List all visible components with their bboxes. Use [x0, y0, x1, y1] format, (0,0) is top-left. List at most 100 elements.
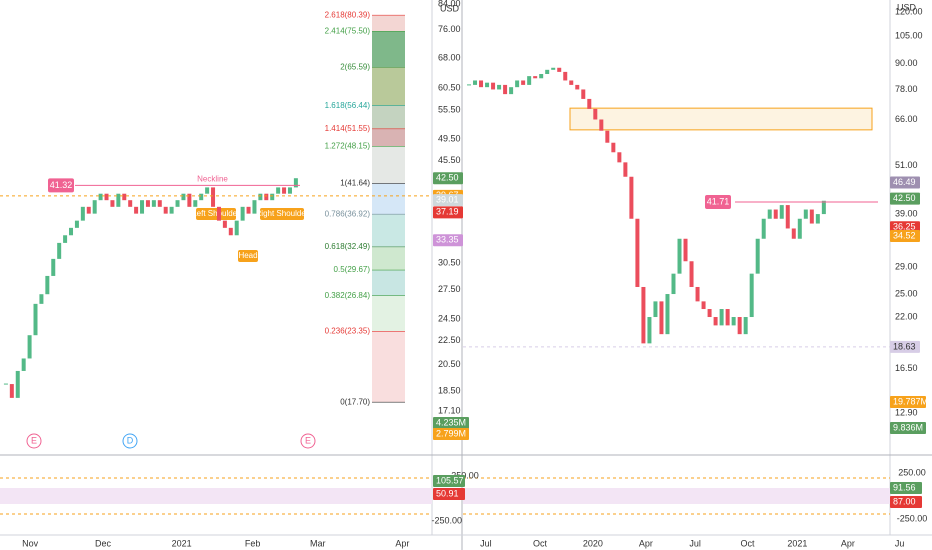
x-tick-label: Feb [245, 538, 261, 548]
candle [3, 383, 8, 385]
candle [611, 142, 616, 153]
osc-tick-label: -250.00 [431, 515, 462, 525]
candle [785, 205, 790, 229]
candle [140, 200, 145, 214]
y-tick-label: 17.10 [438, 405, 461, 415]
candle [69, 227, 74, 236]
candle [211, 187, 216, 207]
candle [80, 206, 85, 221]
price-tag [433, 172, 463, 185]
y-tick-label: 90.00 [895, 58, 918, 68]
candle [145, 200, 150, 207]
candle [270, 193, 275, 201]
price-tag [433, 206, 463, 219]
candle [222, 220, 227, 228]
x-tick-label: Jul [689, 538, 701, 548]
price-tag-label: 42.50 [893, 193, 916, 203]
candle [509, 87, 514, 95]
neckline-tag-label: 41.71 [707, 196, 730, 206]
candle [98, 193, 103, 201]
candle [677, 238, 682, 274]
event-label: E [31, 435, 37, 445]
y-tick-label: 84.00 [438, 0, 461, 8]
candle [665, 294, 670, 335]
supply-zone [569, 107, 873, 131]
price-tag [890, 230, 920, 243]
price-tag [890, 482, 922, 494]
fib-label: 0.618(32.49) [325, 242, 371, 251]
y-tick-label: 16.50 [895, 363, 918, 373]
fib-label: 2.618(80.39) [325, 10, 371, 19]
candle [797, 218, 802, 239]
candle [9, 384, 14, 398]
price-tag-label: 2.799M [436, 428, 466, 438]
event-marker[interactable]: E [300, 433, 316, 449]
candle [485, 82, 490, 88]
osc-levels [0, 477, 890, 515]
candle [707, 309, 712, 318]
event-marker[interactable]: D [122, 433, 138, 449]
fib-band [372, 246, 405, 271]
candle [581, 89, 586, 99]
fib-band [372, 31, 405, 68]
candle [216, 206, 221, 221]
candle [86, 206, 91, 214]
y-tick-label: 20.50 [438, 359, 461, 369]
candle [74, 220, 79, 228]
candle [587, 98, 592, 109]
candle [134, 206, 139, 214]
candle [599, 119, 604, 131]
candle [671, 273, 676, 295]
fib-band [372, 183, 405, 215]
price-tag [433, 234, 463, 247]
fib-label: 0.5(29.67) [334, 265, 371, 274]
candle [617, 152, 622, 163]
candle [252, 200, 257, 214]
candle [623, 162, 628, 177]
candle [689, 261, 694, 287]
event-label: D [127, 435, 134, 445]
x-tick-label: Apr [639, 538, 653, 548]
candle [635, 218, 640, 287]
price-tag-label: 105.57 [436, 475, 464, 485]
fib-band [372, 15, 405, 32]
candle [240, 206, 245, 221]
y-tick-label: 22.00 [895, 311, 918, 321]
candle [264, 193, 269, 201]
candle [187, 193, 192, 207]
y-tick-label: 51.00 [895, 160, 918, 170]
annotation-box [260, 208, 304, 220]
price-tag-label: 42.50 [436, 173, 459, 183]
fib-band [372, 214, 405, 247]
candle [701, 301, 706, 310]
y-tick-label: 120.00 [895, 6, 923, 16]
price-tag [890, 396, 926, 408]
candle [57, 242, 62, 259]
fib-label: 0.236(23.35) [325, 326, 371, 335]
candle [282, 187, 287, 194]
price-tag [433, 194, 463, 207]
fib-label: 0(17.70) [340, 397, 370, 406]
y-tick-label: 22.50 [438, 335, 461, 345]
event-marker[interactable]: E [26, 433, 42, 449]
candle [755, 238, 760, 274]
candle [803, 209, 808, 219]
price-tag [433, 428, 469, 440]
y-tick-label: 12.90 [895, 407, 918, 417]
candle [276, 187, 281, 194]
y-tick-label: 18.50 [438, 385, 461, 395]
x-tick-label: Oct [740, 538, 755, 548]
candle [467, 84, 472, 86]
candle [491, 82, 496, 90]
candle [791, 228, 796, 239]
y-tick-label: 55.50 [438, 104, 461, 114]
candle [515, 80, 520, 88]
fib-label: 1(41.64) [340, 179, 370, 188]
candle [479, 80, 484, 88]
x-tick-label: 2020 [583, 538, 603, 548]
price-tag [890, 496, 922, 508]
y-tick-label: 60.50 [438, 82, 461, 92]
candle [205, 187, 210, 194]
candle [116, 193, 121, 207]
candle [713, 317, 718, 326]
